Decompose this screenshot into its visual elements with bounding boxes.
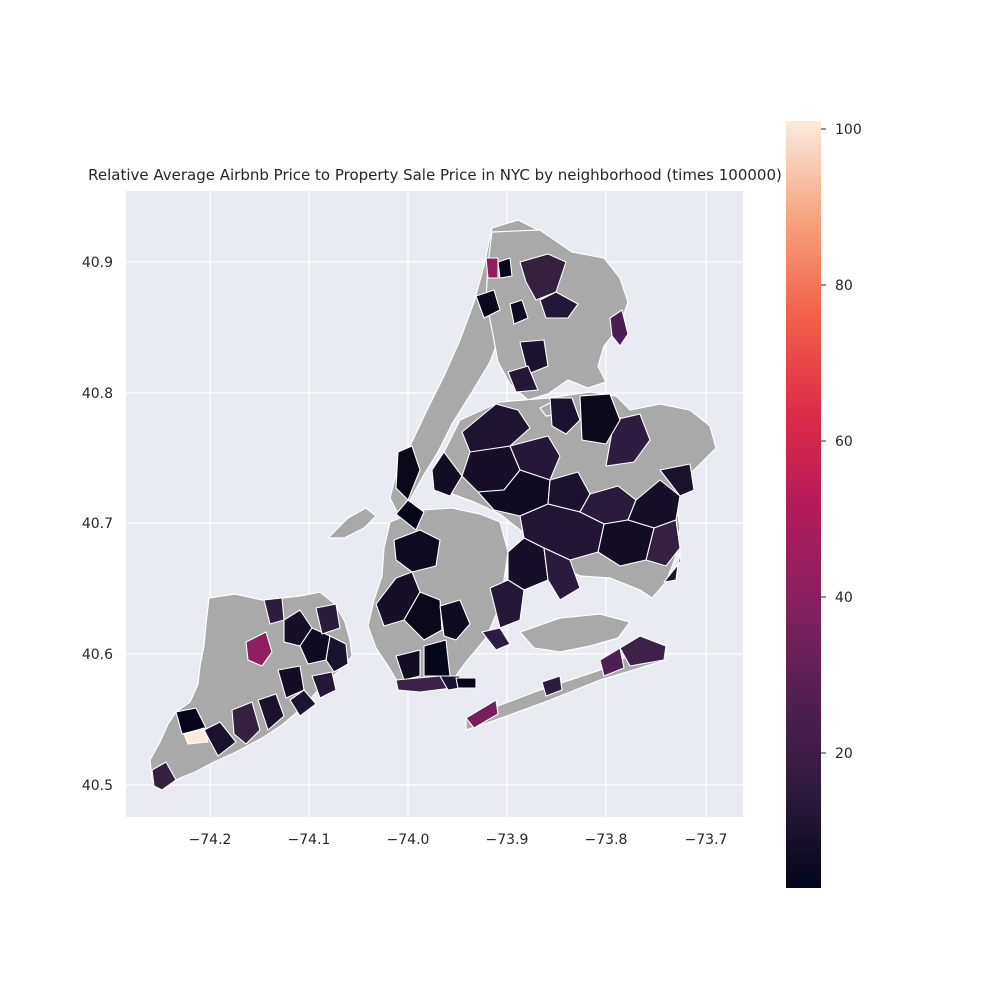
neighborhood (609, 309, 629, 347)
neighborhood (543, 547, 581, 601)
neighborhood (455, 677, 477, 689)
jamaica-bay-islands (519, 613, 631, 653)
neighborhood (519, 339, 549, 375)
neighborhood (489, 579, 525, 629)
colorbar-tick-label: 100 (835, 122, 862, 138)
neighborhood (507, 365, 539, 393)
neighborhood (203, 721, 237, 757)
neighborhood (151, 761, 177, 791)
neighborhood (541, 675, 563, 697)
colorbar-tick-label: 20 (835, 746, 853, 762)
y-tick-label: 40.6 (82, 647, 113, 663)
neighborhood (311, 671, 337, 699)
neighborhood (245, 631, 273, 667)
neighborhood (431, 451, 463, 497)
neighborhood (475, 289, 501, 319)
neighborhood (395, 649, 421, 681)
x-tick-label: −74.1 (288, 832, 331, 848)
y-tick-label: 40.7 (82, 516, 113, 532)
neighborhood (257, 693, 285, 731)
neighborhood (549, 397, 581, 435)
y-axis: 40.9 40.8 40.7 40.6 40.5 (82, 255, 113, 794)
neighborhood (439, 599, 471, 641)
neighborhood (395, 675, 453, 693)
neighborhood (231, 701, 261, 745)
neighborhood (393, 529, 441, 573)
neighborhood (485, 257, 499, 279)
colorbar-tick-label: 80 (835, 278, 853, 294)
neighborhood (481, 627, 511, 651)
neighborhood (183, 727, 209, 745)
neighborhoods (151, 253, 695, 791)
neighborhood (663, 547, 681, 583)
neighborhood (599, 647, 625, 677)
map-title: Relative Average Airbnb Price to Propert… (88, 166, 782, 184)
neighborhood (423, 639, 451, 677)
y-tick-label: 40.5 (82, 778, 113, 794)
neighborhood (579, 393, 621, 445)
neighborhood (497, 257, 513, 279)
x-tick-label: −74.2 (189, 832, 232, 848)
neighborhood (289, 689, 317, 717)
neighborhood (395, 445, 421, 501)
neighborhood (315, 603, 341, 635)
x-tick-label: −73.7 (685, 832, 728, 848)
x-axis: −74.2 −74.1 −74.0 −73.9 −73.8 −73.7 (189, 832, 728, 848)
neighborhood (619, 635, 667, 667)
neighborhood (659, 463, 695, 497)
governors-island (327, 507, 377, 539)
colorbar-gradient (786, 121, 821, 888)
neighborhood (325, 635, 349, 673)
neighborhood (509, 299, 529, 325)
y-tick-label: 40.9 (82, 255, 113, 271)
neighborhood (395, 499, 425, 531)
y-tick-label: 40.8 (82, 386, 113, 402)
x-tick-label: −73.8 (585, 832, 628, 848)
neighborhood (175, 707, 207, 735)
x-tick-label: −73.9 (486, 832, 529, 848)
neighborhood (605, 413, 651, 467)
neighborhood (539, 291, 579, 319)
colorbar-tick-label: 60 (835, 434, 853, 450)
x-tick-label: −74.0 (387, 832, 430, 848)
neighborhood (509, 435, 561, 481)
colorbar-tick-label: 40 (835, 590, 853, 606)
neighborhood (465, 699, 499, 729)
colorbar: 100 80 60 40 20 (786, 121, 862, 888)
